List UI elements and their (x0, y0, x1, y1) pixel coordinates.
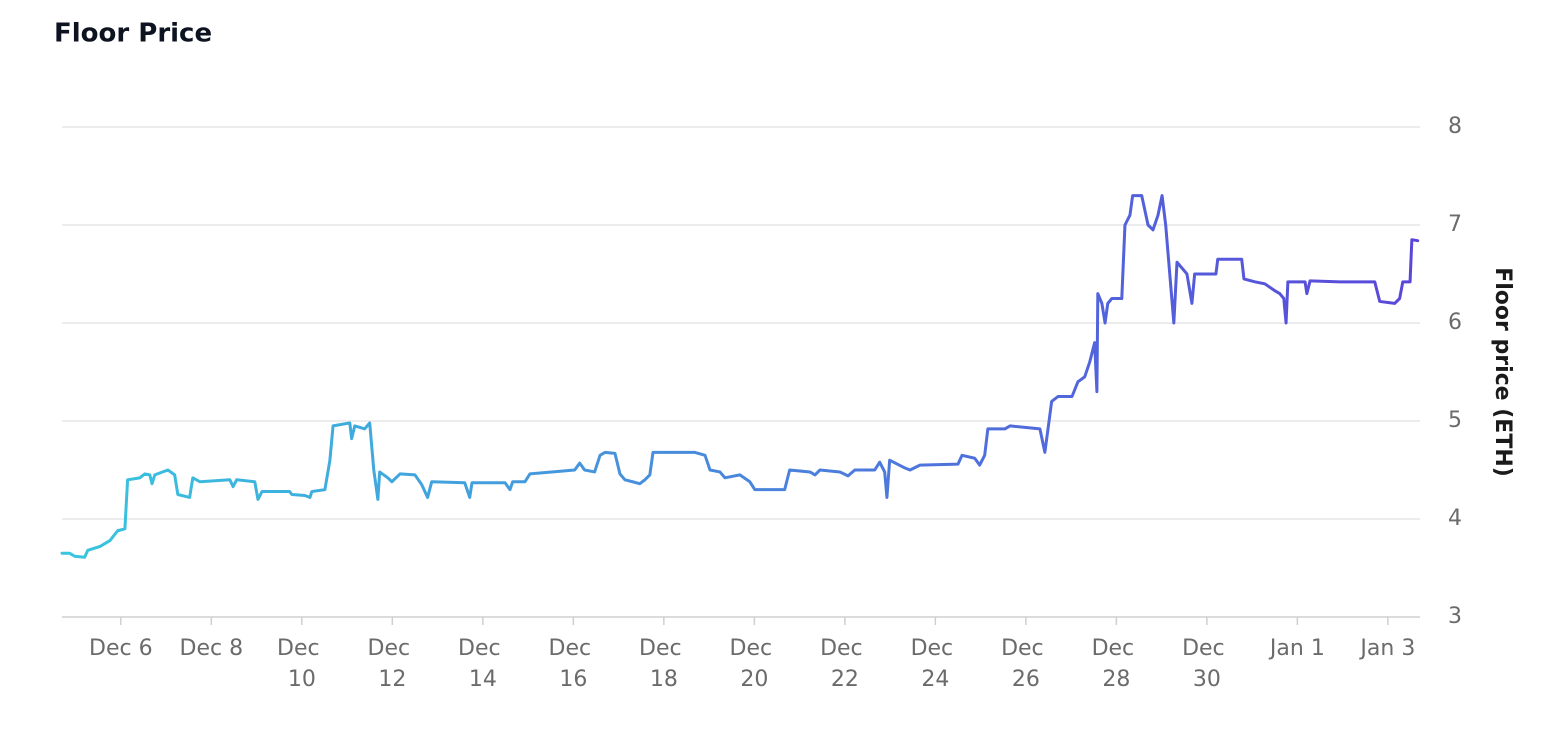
x-tick-label: Dec 14 (458, 636, 508, 692)
x-tick-label: Dec 10 (277, 636, 327, 692)
y-tick-label: 8 (1448, 114, 1462, 139)
y-tick-label: 4 (1448, 506, 1462, 531)
x-tick-label: Dec 16 (549, 636, 599, 692)
y-axis-label: Floor price (ETH) (1490, 267, 1515, 477)
x-tick-label: Dec 28 (1092, 636, 1142, 692)
x-tick-label: Dec 6 (89, 636, 153, 661)
y-tick-label: 7 (1448, 212, 1462, 237)
x-tick-label: Dec 18 (639, 636, 689, 692)
x-tick-label: Dec 26 (1001, 636, 1051, 692)
y-tick-label: 6 (1448, 310, 1462, 335)
x-tick-label: Jan 1 (1268, 636, 1325, 661)
y-tick-label: 5 (1448, 408, 1462, 433)
price-line (60, 194, 1420, 559)
x-tick-label: Dec 22 (820, 636, 870, 692)
x-tick-label: Dec 24 (911, 636, 961, 692)
x-tick-label: Dec 12 (368, 636, 418, 692)
x-tick-label: Dec 20 (730, 636, 780, 692)
x-tick-label: Dec 30 (1182, 636, 1232, 692)
x-tick-label: Dec 8 (180, 636, 244, 661)
x-tick-label: Jan 3 (1358, 636, 1415, 661)
y-tick-label: 3 (1448, 604, 1462, 629)
chart-title: Floor Price (54, 19, 212, 49)
